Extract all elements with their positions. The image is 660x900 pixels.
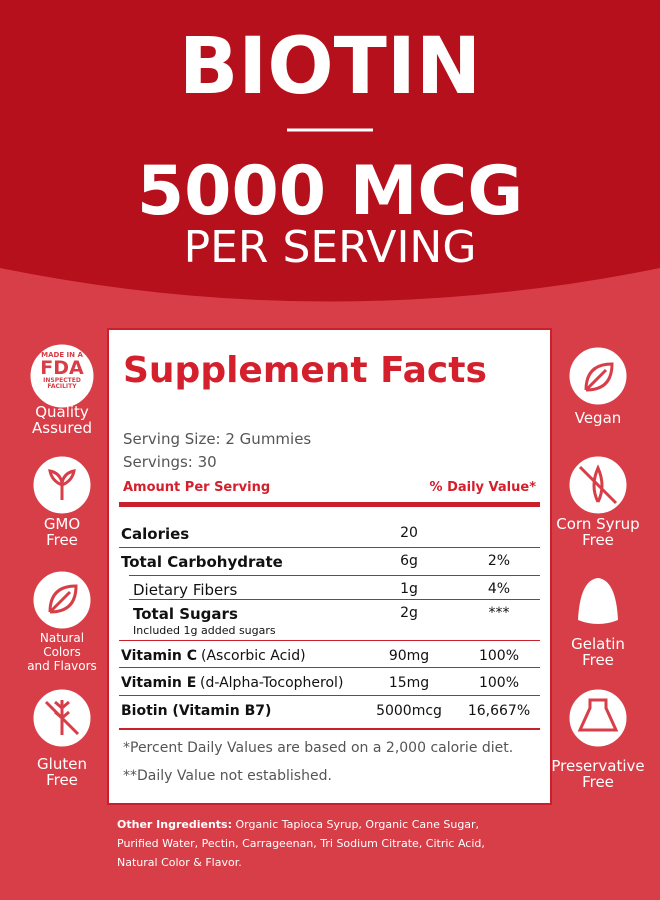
ingredients-line: Natural Color & Flavor. [117,856,242,869]
amount: 20 [400,525,418,541]
dv-header: % Daily Value* [429,480,536,495]
facts-title: Supplement Facts [123,350,487,391]
seal-line: INSPECTED FACILITY [43,377,81,390]
badge-label: Corn Syrup Free [536,516,660,548]
seal-line: FDA [40,357,84,379]
thick-rule [119,502,540,507]
icon-glyphs [44,362,619,736]
amount-header: Amount Per Serving [123,480,271,495]
row-rule [119,547,540,548]
row-rule [119,667,540,668]
badge-label-line: Natural [39,631,85,645]
ingredients: Other Ingredients: Organic Tapioca Syrup… [117,815,567,872]
subtitle: PER SERVING [183,222,477,273]
badge-label-line: Vegan [574,409,622,427]
amount: 6g [400,553,418,569]
badge-label-line: Free [582,773,614,791]
daily-value: 100% [478,648,520,664]
badge-label-line: Colors [43,645,81,659]
badge-label-line: Quality [35,403,89,421]
badge-label-line: Assured [32,419,92,437]
row-rule [119,640,540,641]
preservative-icon [566,686,630,750]
amount: 90mg [388,648,430,664]
nutrient-name: Calories [121,525,190,543]
badge-label-line: Free [582,531,614,549]
row-rule [129,599,540,600]
badge-label-line: GMO [43,515,81,533]
daily-value: 4% [487,581,511,597]
leaf-glyph [584,362,614,392]
badge-label: Preservative Free [536,758,660,790]
badge-label: Gluten Free [0,756,124,788]
supplement-facts: Supplement Facts Serving Size: 2 Gummies… [107,328,552,805]
daily-value: *** [488,605,510,621]
daily-value: 16,667% [467,703,531,719]
badge-label-line: Gluten [37,755,87,773]
header-band [0,0,660,302]
nutrient-name: Dietary Fibers [133,581,238,599]
badge-label-line: Free [582,651,614,669]
amount: 5000mcg [376,703,442,719]
amount: 15mg [388,675,430,691]
nutrient-name: Total Sugars [133,605,238,623]
badge-label-line: Corn Syrup [556,515,640,533]
seal-line: MADE IN A [41,351,83,359]
leaf-glyph [48,584,78,614]
badge-label-line: and Flavors [27,659,97,673]
badge-label-line: Free [46,531,78,549]
title: BIOTIN [178,22,482,112]
row-rule [119,728,540,730]
footnote: *Percent Daily Values are based on a 2,0… [123,740,514,756]
nutrient-note: Included 1g added sugars [133,624,276,637]
badge-label: Natural Colors and Flavors [0,631,124,673]
wheat-glyph [44,700,80,736]
badge-label: GMO Free [0,516,124,548]
serving-size: Serving Size: 2 Gummies [123,430,312,448]
badge-label-line: Gelatin [571,635,625,653]
jar-glyph [577,698,619,732]
nutrient-name: Biotin (Vitamin B7) [121,703,272,719]
footnote: **Daily Value not established. [123,768,332,784]
sprout-glyph [48,469,76,500]
nutrient-name: Vitamin C [121,648,198,664]
badge-label: Vegan [536,410,660,426]
amount: 1g [400,581,418,597]
fda-seal-text: MADE IN A FDA INSPECTED FACILITY [29,352,95,390]
nutrient-detail: (d-Alpha-Tocopherol) [200,675,344,691]
fda-seal [27,341,97,411]
badge-label-line: Preservative [551,757,645,775]
servings: Servings: 30 [123,453,217,471]
ingredients-label: Other Ingredients: [117,818,232,831]
nutrient-name: Vitamin E [121,675,197,691]
gelatin-icon [578,578,618,624]
nutrient-name: Total Carbohydrate [121,553,283,571]
ingredients-line: Organic Tapioca Syrup, Organic Cane Suga… [235,818,480,831]
dose: 5000 MCG [136,152,524,231]
badge-label: Quality Assured [0,404,124,436]
row-rule [129,575,540,576]
daily-value: 100% [478,675,520,691]
amount: 2g [400,605,418,621]
nutrient-detail: (Ascorbic Acid) [201,648,306,664]
row-rule [119,695,540,696]
badge-label-line: Free [46,771,78,789]
badge-label: Gelatin Free [536,636,660,668]
corn-glyph [578,464,618,505]
ingredients-line: Purified Water, Pectin, Carrageenan, Tri… [117,837,485,850]
daily-value: 2% [487,553,511,569]
